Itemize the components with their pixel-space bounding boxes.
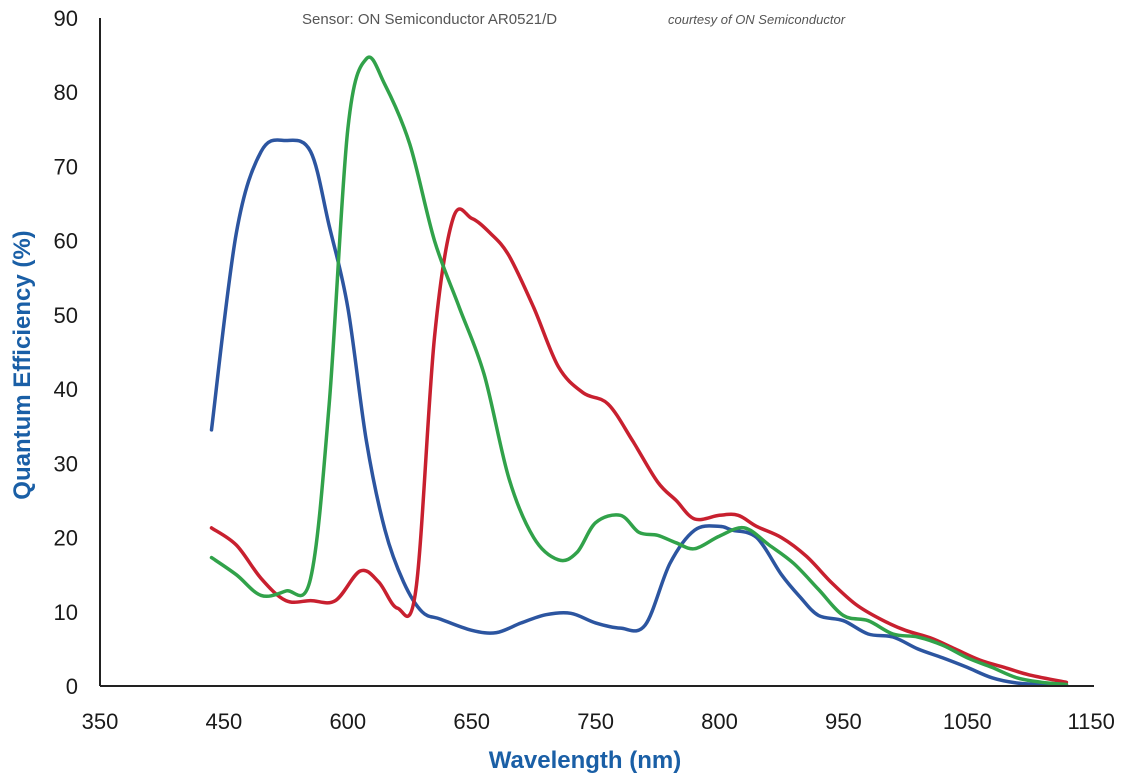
series-layer — [209, 55, 1069, 687]
x-tick-label: 350 — [82, 709, 119, 734]
y-tick-label: 90 — [54, 6, 78, 31]
series-line — [209, 207, 1069, 685]
y-tick-label: 60 — [54, 229, 78, 254]
y-tick-label: 30 — [54, 451, 78, 476]
y-tick-label: 70 — [54, 154, 78, 179]
chart-subtitle: courtesy of ON Semiconductor — [668, 12, 846, 27]
x-tick-label: 1050 — [943, 709, 992, 734]
y-tick-label: 20 — [54, 526, 78, 551]
chart-title: Sensor: ON Semiconductor AR0521/D — [302, 11, 557, 28]
y-tick-label: 40 — [54, 377, 78, 402]
x-tick-label: 650 — [453, 709, 490, 734]
x-tick-label: 1150 — [1068, 709, 1115, 734]
series-line — [209, 138, 1069, 687]
x-tick-label: 450 — [206, 709, 243, 734]
y-tick-label: 50 — [54, 303, 78, 328]
x-tick-labels: 350 450 600 650 750 800 950 1050 1150 — [82, 709, 1115, 734]
series-line — [209, 55, 1069, 687]
y-tick-label: 10 — [54, 600, 78, 625]
x-tick-label: 800 — [701, 709, 738, 734]
y-axis-label: Quantum Efficiency (%) — [9, 230, 36, 499]
x-tick-label: 750 — [577, 709, 614, 734]
y-tick-label: 0 — [66, 674, 78, 699]
x-axis-label: Wavelength (nm) — [489, 747, 681, 774]
y-tick-labels: 0 10 20 30 40 50 60 70 80 90 — [54, 6, 78, 699]
x-tick-label: 950 — [825, 709, 862, 734]
x-tick-label: 600 — [329, 709, 366, 734]
y-tick-label: 80 — [54, 80, 78, 105]
